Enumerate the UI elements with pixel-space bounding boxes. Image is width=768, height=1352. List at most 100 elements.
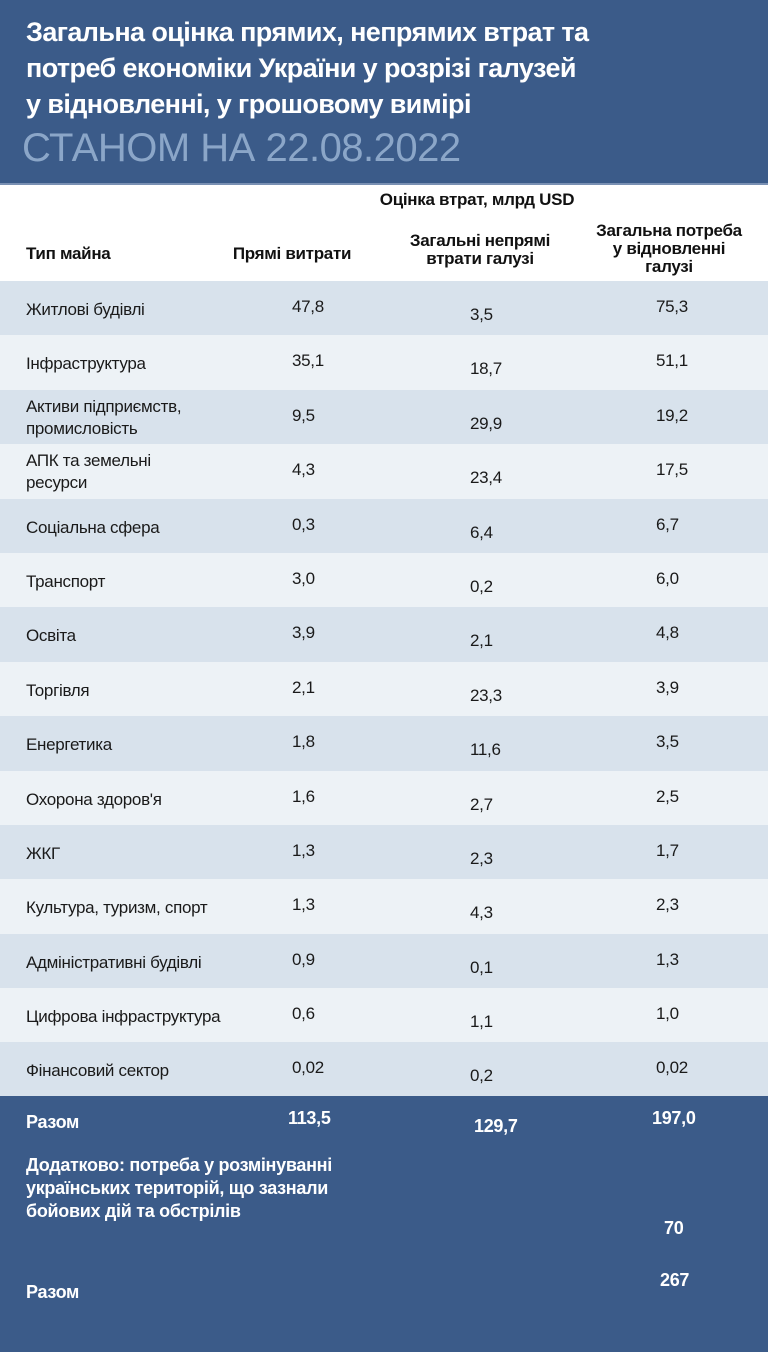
row-name: Житлові будівлі [26,300,145,319]
grand-total-label: Разом [26,1282,80,1302]
cell-need: 1,0 [656,1004,679,1024]
row-name: АПК та земельні ресурси [26,450,151,494]
table-row: Фінансовий сектор 0,02 0,2 0,02 [0,1042,768,1097]
row-name: ЖКГ [26,843,60,863]
table-row: ЖКГ 1,3 2,3 1,7 [0,824,768,880]
row-name: Культура, туризм, спорт [26,898,208,918]
column-header-need: Загальна потреба у відновленні галузі [576,222,762,276]
cell-indirect: 23,4 [470,468,502,488]
demining-value: 70 [664,1218,684,1238]
cell-indirect: 0,2 [470,576,493,596]
note-line: бойових дій та обстрілів [26,1201,241,1221]
table-row: Культура, туризм, спорт 1,3 4,3 2,3 [0,879,768,934]
cell-need: 6,0 [656,568,679,588]
cell-indirect: 29,9 [470,413,502,433]
cell-direct: 3,0 [292,568,315,588]
table-row: Соціальна сфера 0,3 6,4 6,7 [0,498,768,553]
table-row: Адміністративні будівлі 0,9 0,1 1,3 [0,933,768,989]
header-line: Загальна потреба [596,221,742,240]
cell-direct: 1,3 [292,895,315,915]
header-line: у відновленні [612,239,726,258]
cell-need: 4,8 [656,623,679,643]
row-name: Охорона здоров'я [26,789,162,809]
cell-direct: 3,9 [292,623,315,643]
row-name: Торгівля [26,680,90,700]
cell-direct: 1,6 [292,786,315,806]
cell-need: 1,7 [656,840,679,860]
cell-indirect: 11,6 [470,740,501,760]
cell-need: 3,5 [656,732,679,752]
demining-note: Додатково: потреба у розмінуванні україн… [26,1154,406,1223]
title-line: у відновленні, у грошовому вимірі [26,89,471,119]
cell-indirect: 0,1 [470,957,493,977]
cell-indirect: 4,3 [470,903,493,923]
row-name-line: промисловість [26,418,138,438]
cell-indirect: 2,7 [470,794,493,814]
row-name-line: АПК та земельні [26,451,151,471]
cell-direct: 1,8 [292,732,315,752]
row-name: Транспорт [26,571,106,591]
column-header-direct: Прямі витрати [232,244,352,263]
cell-direct: 2,1 [292,677,315,697]
cell-direct: 1,3 [292,840,315,860]
total-need: 197,0 [652,1108,696,1128]
row-name: Соціальна сфера [26,517,160,537]
cell-direct: 47,8 [292,297,324,316]
header-line: Загальні непрямі [409,231,551,250]
cell-direct: 0,02 [292,1058,324,1078]
cell-direct: 35,1 [292,351,324,371]
table-row: Енергетика 1,8 11,6 3,5 [0,716,768,771]
cell-direct: 9,5 [292,405,315,425]
cell-indirect: 3,5 [470,305,493,324]
cell-indirect: 0,2 [470,1066,493,1086]
row-name: Фінансовий сектор [26,1061,169,1081]
row-name: Активи підприємств, промисловість [26,396,182,440]
table-row: Торгівля 2,1 23,3 3,9 [0,661,768,717]
title-line: потреб економіки України у розрізі галуз… [26,53,576,83]
row-name-line: Активи підприємств, [26,396,182,416]
row-name: Адміністративні будівлі [26,952,202,972]
cell-indirect: 2,1 [470,631,493,651]
totals-footer: Разом 113,5 129,7 197,0 Додатково: потре… [0,1096,768,1352]
cell-direct: 0,3 [292,514,315,534]
header-line: галузі [645,257,693,276]
total-direct: 113,5 [288,1108,331,1128]
cell-indirect: 6,4 [470,522,493,542]
row-name: Інфраструктура [26,354,146,374]
page-title: Загальна оцінка прямих, непрямих втрат т… [26,14,746,122]
row-name-line: ресурси [26,473,88,493]
table-row: Житлові будівлі 47,8 3,5 75,3 [0,281,768,336]
cell-need: 0,02 [656,1058,688,1078]
table-row: Активи підприємств, промисловість 9,5 29… [0,389,768,445]
cell-need: 2,3 [656,895,679,915]
date-subtitle: СТАНОМ НА 22.08.2022 [22,126,461,170]
table-row: Цифрова інфраструктура 0,6 1,1 1,0 [0,988,768,1043]
cell-indirect: 18,7 [470,359,502,379]
cell-need: 19,2 [656,405,688,425]
cell-direct: 4,3 [292,460,315,480]
total-indirect: 129,7 [474,1116,518,1136]
group-header: Оцінка втрат, млрд USD [379,190,575,209]
cell-need: 2,5 [656,786,679,806]
title-line: Загальна оцінка прямих, непрямих втрат т… [26,17,589,47]
cell-need: 1,3 [656,949,679,969]
cell-indirect: 23,3 [470,685,502,705]
header-line: втрати галузі [426,249,534,268]
note-line: Додатково: потреба у розмінуванні [26,1155,332,1175]
column-header-type: Тип майна [26,244,111,263]
column-header-indirect: Загальні непрямі втрати галузі [388,232,572,268]
cell-need: 75,3 [656,297,688,316]
grand-total-value: 267 [660,1270,690,1290]
cell-indirect: 2,3 [470,848,493,868]
total-label: Разом [26,1112,80,1132]
table-body: Житлові будівлі 47,8 3,5 75,3 Інфраструк… [0,281,768,1097]
cell-direct: 0,9 [292,949,315,969]
note-line: українських територій, що зазнали [26,1178,328,1198]
cell-direct: 0,6 [292,1004,315,1024]
cell-need: 17,5 [656,460,688,480]
header-banner: Загальна оцінка прямих, непрямих втрат т… [0,0,768,185]
row-name: Освіта [26,626,76,646]
table-row: Освіта 3,9 2,1 4,8 [0,607,768,662]
table-row: Охорона здоров'я 1,6 2,7 2,5 [0,770,768,825]
cell-need: 51,1 [656,351,688,371]
